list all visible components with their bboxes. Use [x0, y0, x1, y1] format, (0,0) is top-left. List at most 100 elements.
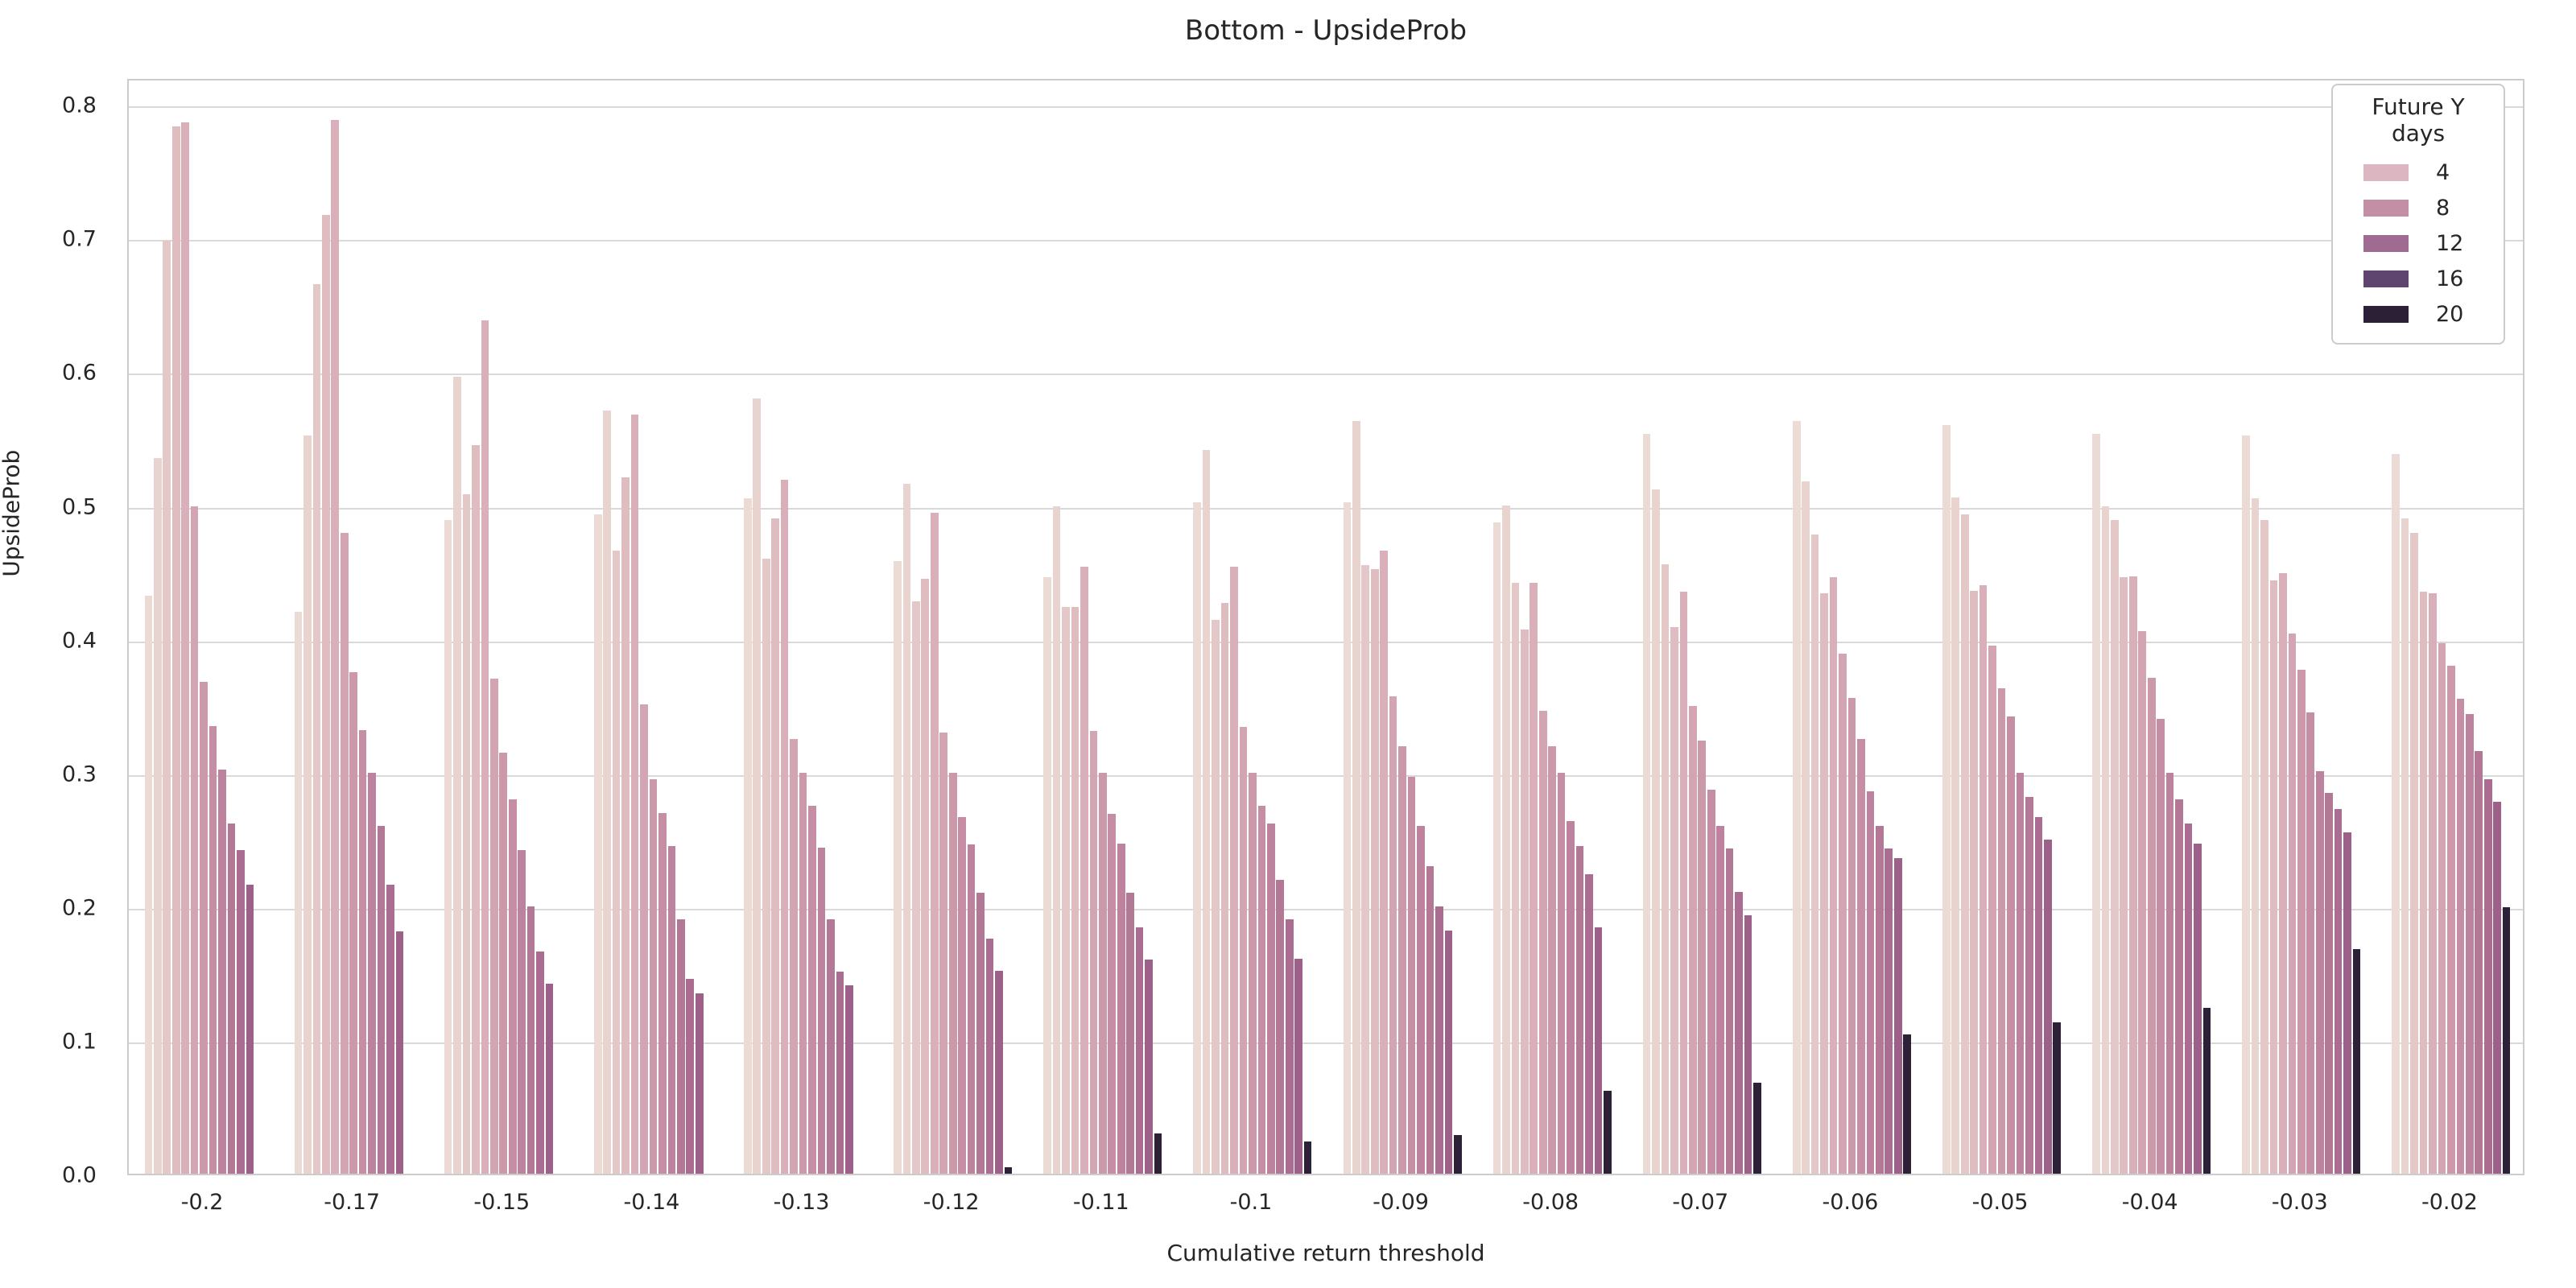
legend-swatch-icon: [2363, 199, 2409, 217]
legend-swatch-icon: [2363, 163, 2409, 181]
bar: [2034, 816, 2043, 1174]
bar: [340, 533, 349, 1174]
bar: [1492, 522, 1501, 1174]
bar: [695, 993, 704, 1174]
legend-entry: 4: [2344, 155, 2492, 190]
bar: [368, 772, 376, 1174]
bar: [593, 514, 602, 1174]
bar: [808, 806, 816, 1174]
bar: [171, 126, 180, 1174]
bar: [1988, 645, 1996, 1174]
y-tick-label: 0.8: [62, 93, 97, 118]
bar: [985, 938, 994, 1174]
bar: [2092, 434, 2100, 1174]
bar: [453, 377, 461, 1174]
bar: [518, 850, 526, 1174]
bar: [2194, 843, 2202, 1174]
x-tick-label: -0.09: [1373, 1190, 1429, 1215]
bar: [2202, 1008, 2211, 1174]
bar: [1303, 1141, 1312, 1174]
bar: [2288, 633, 2297, 1174]
bar: [1538, 711, 1547, 1174]
legend-swatch-icon: [2363, 305, 2409, 323]
bar: [358, 729, 367, 1174]
bar: [1426, 865, 1435, 1174]
bar: [1052, 506, 1061, 1174]
bar: [1098, 772, 1107, 1174]
bar: [612, 551, 621, 1174]
bar: [921, 578, 930, 1174]
bar: [2044, 839, 2052, 1174]
bar: [1062, 606, 1070, 1174]
bar: [630, 414, 639, 1174]
y-tick-label: 0.7: [62, 226, 97, 252]
bar: [1135, 927, 1144, 1174]
gridline: [129, 106, 2523, 109]
bar: [976, 893, 985, 1174]
bar: [153, 458, 162, 1174]
bar: [902, 483, 911, 1174]
y-tick-label: 0.4: [62, 628, 97, 654]
bar: [640, 704, 648, 1174]
bar: [817, 847, 826, 1174]
bar: [2138, 630, 2147, 1174]
x-tick-label: -0.2: [180, 1190, 224, 1215]
bar: [1725, 848, 1734, 1174]
bar: [2410, 533, 2418, 1174]
legend-entry: 20: [2344, 296, 2492, 332]
gridline: [129, 507, 2523, 510]
bar: [1004, 1166, 1013, 1174]
bar: [2343, 832, 2351, 1174]
legend-title: Future Y days: [2372, 93, 2465, 147]
bar: [1875, 826, 1884, 1174]
bar: [1670, 626, 1678, 1174]
x-tick-label: -0.12: [923, 1190, 980, 1215]
legend-entry-label: 4: [2436, 159, 2450, 185]
bar: [2352, 948, 2361, 1174]
bar: [1530, 582, 1538, 1174]
bar: [1716, 826, 1725, 1174]
y-tick-label: 0.2: [62, 895, 97, 921]
bar: [1810, 535, 1819, 1174]
bar: [1735, 891, 1743, 1174]
bar: [1294, 958, 1303, 1174]
bar: [2429, 593, 2437, 1174]
x-axis-label: Cumulative return threshold: [1166, 1240, 1485, 1266]
bar: [1604, 1091, 1612, 1174]
bar: [181, 122, 189, 1174]
bar: [386, 885, 394, 1174]
bar: [472, 444, 480, 1174]
bar: [1080, 566, 1088, 1174]
bar: [2475, 751, 2483, 1174]
bar: [621, 477, 630, 1174]
bar: [1230, 566, 1238, 1174]
bar: [294, 612, 303, 1174]
gridline: [129, 374, 2523, 376]
bar: [1117, 843, 1125, 1174]
bar: [1417, 826, 1425, 1174]
bar: [1997, 688, 2006, 1174]
bar: [1389, 696, 1397, 1174]
bar: [1380, 551, 1388, 1174]
x-tick-label: -0.03: [2271, 1190, 2328, 1215]
bar: [1285, 919, 1294, 1174]
bar: [658, 812, 667, 1174]
bar: [1689, 705, 1697, 1174]
bar: [1126, 893, 1134, 1174]
bar: [836, 972, 844, 1174]
bar: [545, 984, 554, 1174]
bar: [1642, 434, 1651, 1174]
bar: [2419, 592, 2428, 1174]
bar: [667, 846, 676, 1174]
gridline: [129, 240, 2523, 242]
bar: [995, 970, 1003, 1174]
bar: [237, 850, 245, 1174]
bar: [1239, 727, 1248, 1174]
x-tick-label: -0.07: [1672, 1190, 1729, 1215]
bar: [958, 816, 966, 1174]
bar: [1435, 906, 1443, 1174]
legend-entry-label: 12: [2436, 230, 2464, 256]
bar: [2016, 772, 2025, 1174]
bar: [2438, 642, 2446, 1174]
bar: [2120, 577, 2128, 1174]
